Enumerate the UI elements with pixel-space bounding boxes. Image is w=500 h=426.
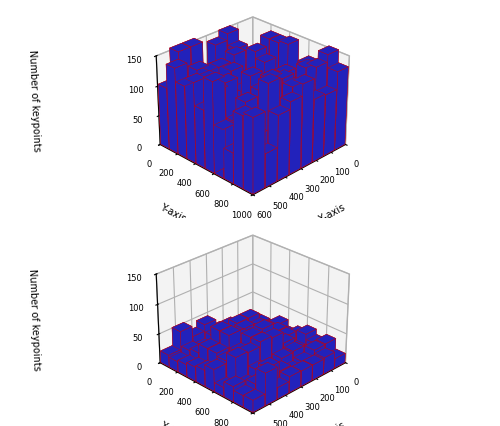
- X-axis label: X-axis: X-axis: [318, 420, 348, 426]
- Y-axis label: Y-axis: Y-axis: [158, 420, 188, 426]
- X-axis label: X-axis: X-axis: [318, 202, 348, 225]
- Y-axis label: Y-axis: Y-axis: [158, 202, 188, 224]
